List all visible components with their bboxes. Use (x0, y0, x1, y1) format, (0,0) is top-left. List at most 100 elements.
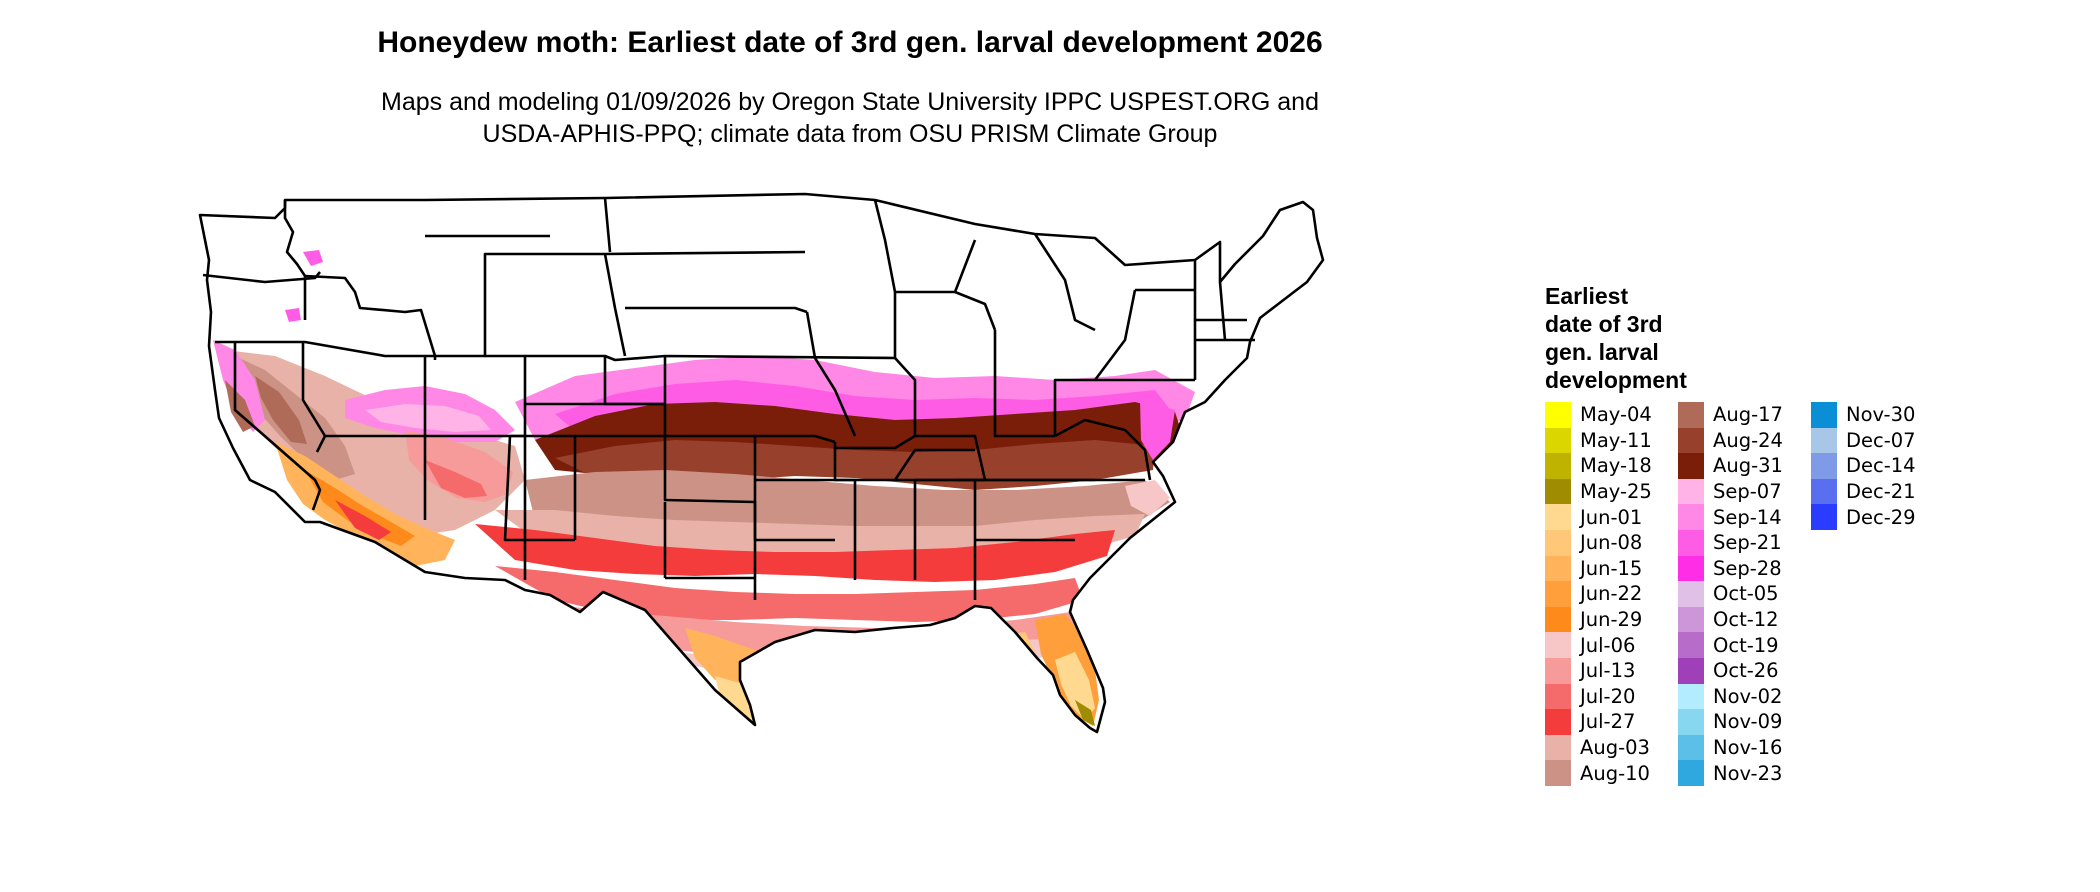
legend-item: Jul-20 (1545, 683, 1668, 710)
legend-label: Aug-03 (1580, 736, 1650, 760)
legend-label: Sep-14 (1713, 505, 1782, 529)
legend-item: Jul-27 (1545, 709, 1668, 735)
legend-label: Sep-07 (1713, 480, 1782, 504)
legend-label: Oct-26 (1713, 659, 1779, 683)
development-date-zones (213, 340, 1195, 732)
legend-item: May-04 (1545, 402, 1668, 428)
legend-swatch (1545, 427, 1571, 454)
legend-item: Jun-08 (1545, 529, 1668, 556)
legend-item: Aug-17 (1678, 402, 1801, 428)
legend-item: Jun-15 (1545, 555, 1668, 582)
legend-label: Oct-12 (1713, 608, 1779, 632)
legend-label: Nov-30 (1846, 403, 1916, 427)
legend-item: Nov-09 (1678, 709, 1801, 735)
legend-swatch (1678, 529, 1704, 556)
legend-swatch (1678, 427, 1704, 454)
legend-item: Jul-06 (1545, 632, 1668, 658)
legend-swatch (1545, 402, 1571, 428)
legend-swatch (1811, 453, 1837, 479)
legend-item: Oct-19 (1678, 632, 1801, 658)
legend-label: Jul-27 (1580, 710, 1636, 734)
legend-label: Jun-29 (1580, 608, 1643, 632)
legend-item: Jul-13 (1545, 657, 1668, 684)
legend-item: Aug-03 (1545, 734, 1668, 761)
legend-swatch (1545, 478, 1571, 505)
legend-label: Sep-28 (1713, 556, 1782, 580)
legend-swatch (1678, 504, 1704, 530)
legend-item: Oct-05 (1678, 581, 1801, 607)
legend-item: Nov-02 (1678, 683, 1801, 710)
legend-label: Jul-13 (1580, 659, 1636, 683)
legend-column: Aug-17 Aug-24 Aug-31 Sep-07 Sep-14 Sep-21 Sep-… (1678, 402, 1801, 786)
legend-swatch (1545, 529, 1571, 556)
legend-label: Aug-10 (1580, 761, 1650, 785)
legend-swatch (1811, 402, 1837, 428)
legend-label: Dec-29 (1846, 505, 1916, 529)
legend-label: Aug-17 (1713, 403, 1783, 427)
legend-label: May-11 (1580, 428, 1652, 452)
legend-item: Jun-29 (1545, 606, 1668, 633)
legend-swatch (1678, 734, 1704, 761)
legend-swatch (1678, 581, 1704, 607)
legend-item: Oct-12 (1678, 606, 1801, 633)
legend-label: Nov-09 (1713, 710, 1783, 734)
legend-swatch (1545, 734, 1571, 761)
legend-item: Sep-21 (1678, 529, 1801, 556)
legend-swatch (1678, 478, 1704, 505)
us-map (195, 180, 1515, 890)
legend-column: May-04 May-11 May-18 May-25 Jun-01 Jun-08 Jun-… (1545, 402, 1668, 786)
legend-swatch (1545, 632, 1571, 658)
legend-swatch (1678, 555, 1704, 582)
legend-label: Jun-15 (1580, 556, 1643, 580)
legend-label: Aug-24 (1713, 428, 1783, 452)
legend-item: Aug-10 (1545, 760, 1668, 786)
legend-label: Nov-02 (1713, 684, 1783, 708)
legend-item: Dec-21 (1811, 478, 1934, 505)
legend-swatch (1811, 427, 1837, 454)
legend-label: Sep-21 (1713, 531, 1782, 555)
legend-item: Aug-31 (1678, 453, 1801, 479)
legend-label: Jun-22 (1580, 582, 1643, 606)
legend-item: Nov-23 (1678, 760, 1801, 786)
legend-swatch (1678, 453, 1704, 479)
legend-swatch (1678, 683, 1704, 710)
legend-label: Jun-08 (1580, 531, 1643, 555)
legend-label: Jul-06 (1580, 633, 1636, 657)
legend-item: Nov-30 (1811, 402, 1934, 428)
legend-label: Dec-14 (1846, 454, 1916, 478)
legend-swatch (1678, 606, 1704, 633)
legend-label: May-25 (1580, 480, 1652, 504)
legend-item: Sep-28 (1678, 555, 1801, 582)
legend-label: Dec-21 (1846, 480, 1916, 504)
legend-label: May-18 (1580, 454, 1652, 478)
legend-swatch (1678, 632, 1704, 658)
legend-title: Earliest date of 3rd gen. larval develop… (1545, 283, 1687, 393)
legend-label: Dec-07 (1846, 428, 1916, 452)
legend-swatch (1545, 760, 1571, 786)
legend-swatch (1545, 504, 1571, 530)
legend-item: Dec-07 (1811, 427, 1934, 454)
legend-swatch (1545, 453, 1571, 479)
legend-item: Jun-22 (1545, 581, 1668, 607)
legend-label: Jun-01 (1580, 505, 1643, 529)
legend-swatch (1678, 657, 1704, 684)
legend-swatch (1545, 581, 1571, 607)
legend-item: Sep-07 (1678, 478, 1801, 505)
legend-column: Nov-30 Dec-07 Dec-14 Dec-21 Dec-29 (1811, 402, 1934, 786)
us-map-graphic (198, 192, 1325, 734)
legend-label: Oct-19 (1713, 633, 1779, 657)
legend-item: Dec-29 (1811, 504, 1934, 530)
legend-item: Oct-26 (1678, 657, 1801, 684)
map-subtitle: Maps and modeling 01/09/2026 by Oregon S… (0, 86, 1700, 150)
subtitle-line-2: USDA-APHIS-PPQ; climate data from OSU PR… (482, 120, 1218, 148)
legend-item: Sep-14 (1678, 504, 1801, 530)
legend-label: Jul-20 (1580, 684, 1636, 708)
legend-label: Aug-31 (1713, 454, 1783, 478)
legend-item: Aug-24 (1678, 427, 1801, 454)
legend-swatch (1678, 760, 1704, 786)
legend-item: May-11 (1545, 427, 1668, 454)
legend-item: Dec-14 (1811, 453, 1934, 479)
legend-swatch (1545, 606, 1571, 633)
legend-swatch (1811, 478, 1837, 505)
legend-label: Nov-16 (1713, 736, 1783, 760)
